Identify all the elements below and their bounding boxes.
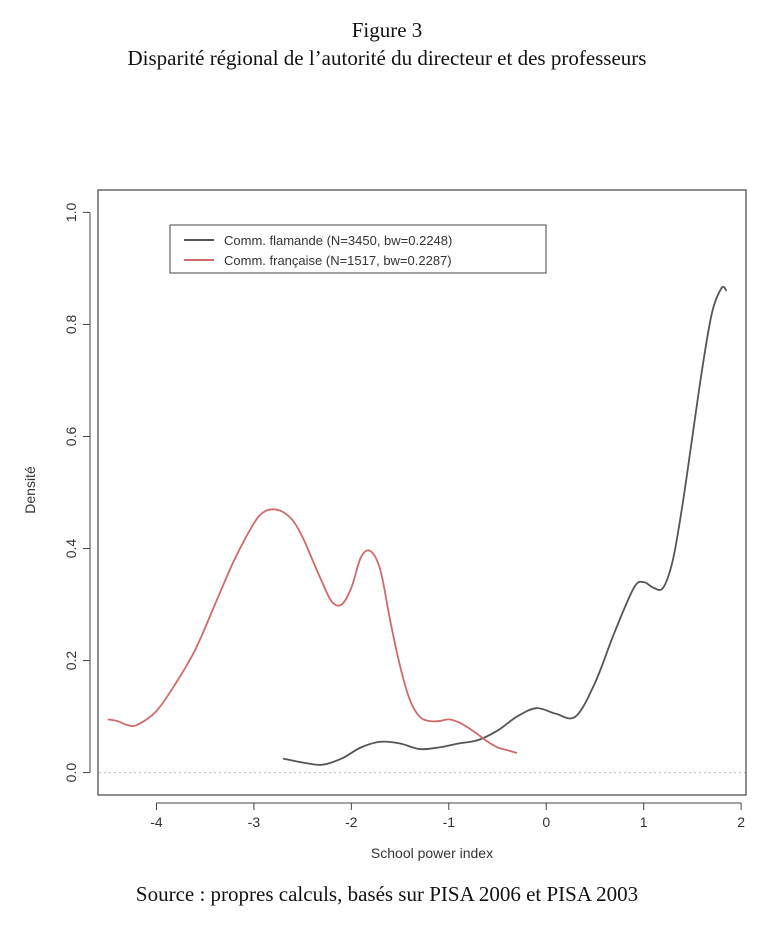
x-tick-label: 1 <box>640 814 648 830</box>
figure-source: Source : propres calculs, basés sur PISA… <box>135 882 639 906</box>
y-tick-label: 0.6 <box>63 427 79 447</box>
y-tick-label: 0.2 <box>63 651 79 671</box>
y-tick-label: 0.4 <box>63 539 79 559</box>
x-tick-label: -2 <box>345 814 358 830</box>
legend-box <box>169 224 547 274</box>
y-tick-label: 1.0 <box>63 202 79 222</box>
figure-title: Disparité régional de l’autorité du dire… <box>127 46 647 70</box>
x-tick-label: -3 <box>248 814 261 830</box>
series-line-flamande <box>282 285 728 766</box>
figure-number: Figure 3 <box>351 18 423 42</box>
x-tick-label: -1 <box>443 814 456 830</box>
y-tick-label: 0.0 <box>63 763 79 783</box>
series-layer <box>107 285 728 766</box>
x-axis-label: School power index <box>371 845 493 861</box>
x-tick-label: 0 <box>542 814 550 830</box>
plot-frame <box>97 189 747 796</box>
series-line-francaise <box>107 508 518 754</box>
y-tick-label: 0.8 <box>63 315 79 335</box>
legend-entry-flamande: Comm. flamande (N=3450, bw=0.2248) <box>224 233 452 248</box>
legend: Comm. flamande (N=3450, bw=0.2248) Comm.… <box>169 224 547 274</box>
y-axis: 0.0 0.2 0.4 0.6 0.8 1.0 <box>63 202 91 783</box>
x-tick-label: 2 <box>737 814 745 830</box>
x-axis: -4 -3 -2 -1 0 1 2 <box>150 802 745 830</box>
y-axis-label: Densité <box>22 466 38 514</box>
x-tick-label: -4 <box>150 814 163 830</box>
legend-entry-francaise: Comm. française (N=1517, bw=0.2287) <box>224 253 452 268</box>
